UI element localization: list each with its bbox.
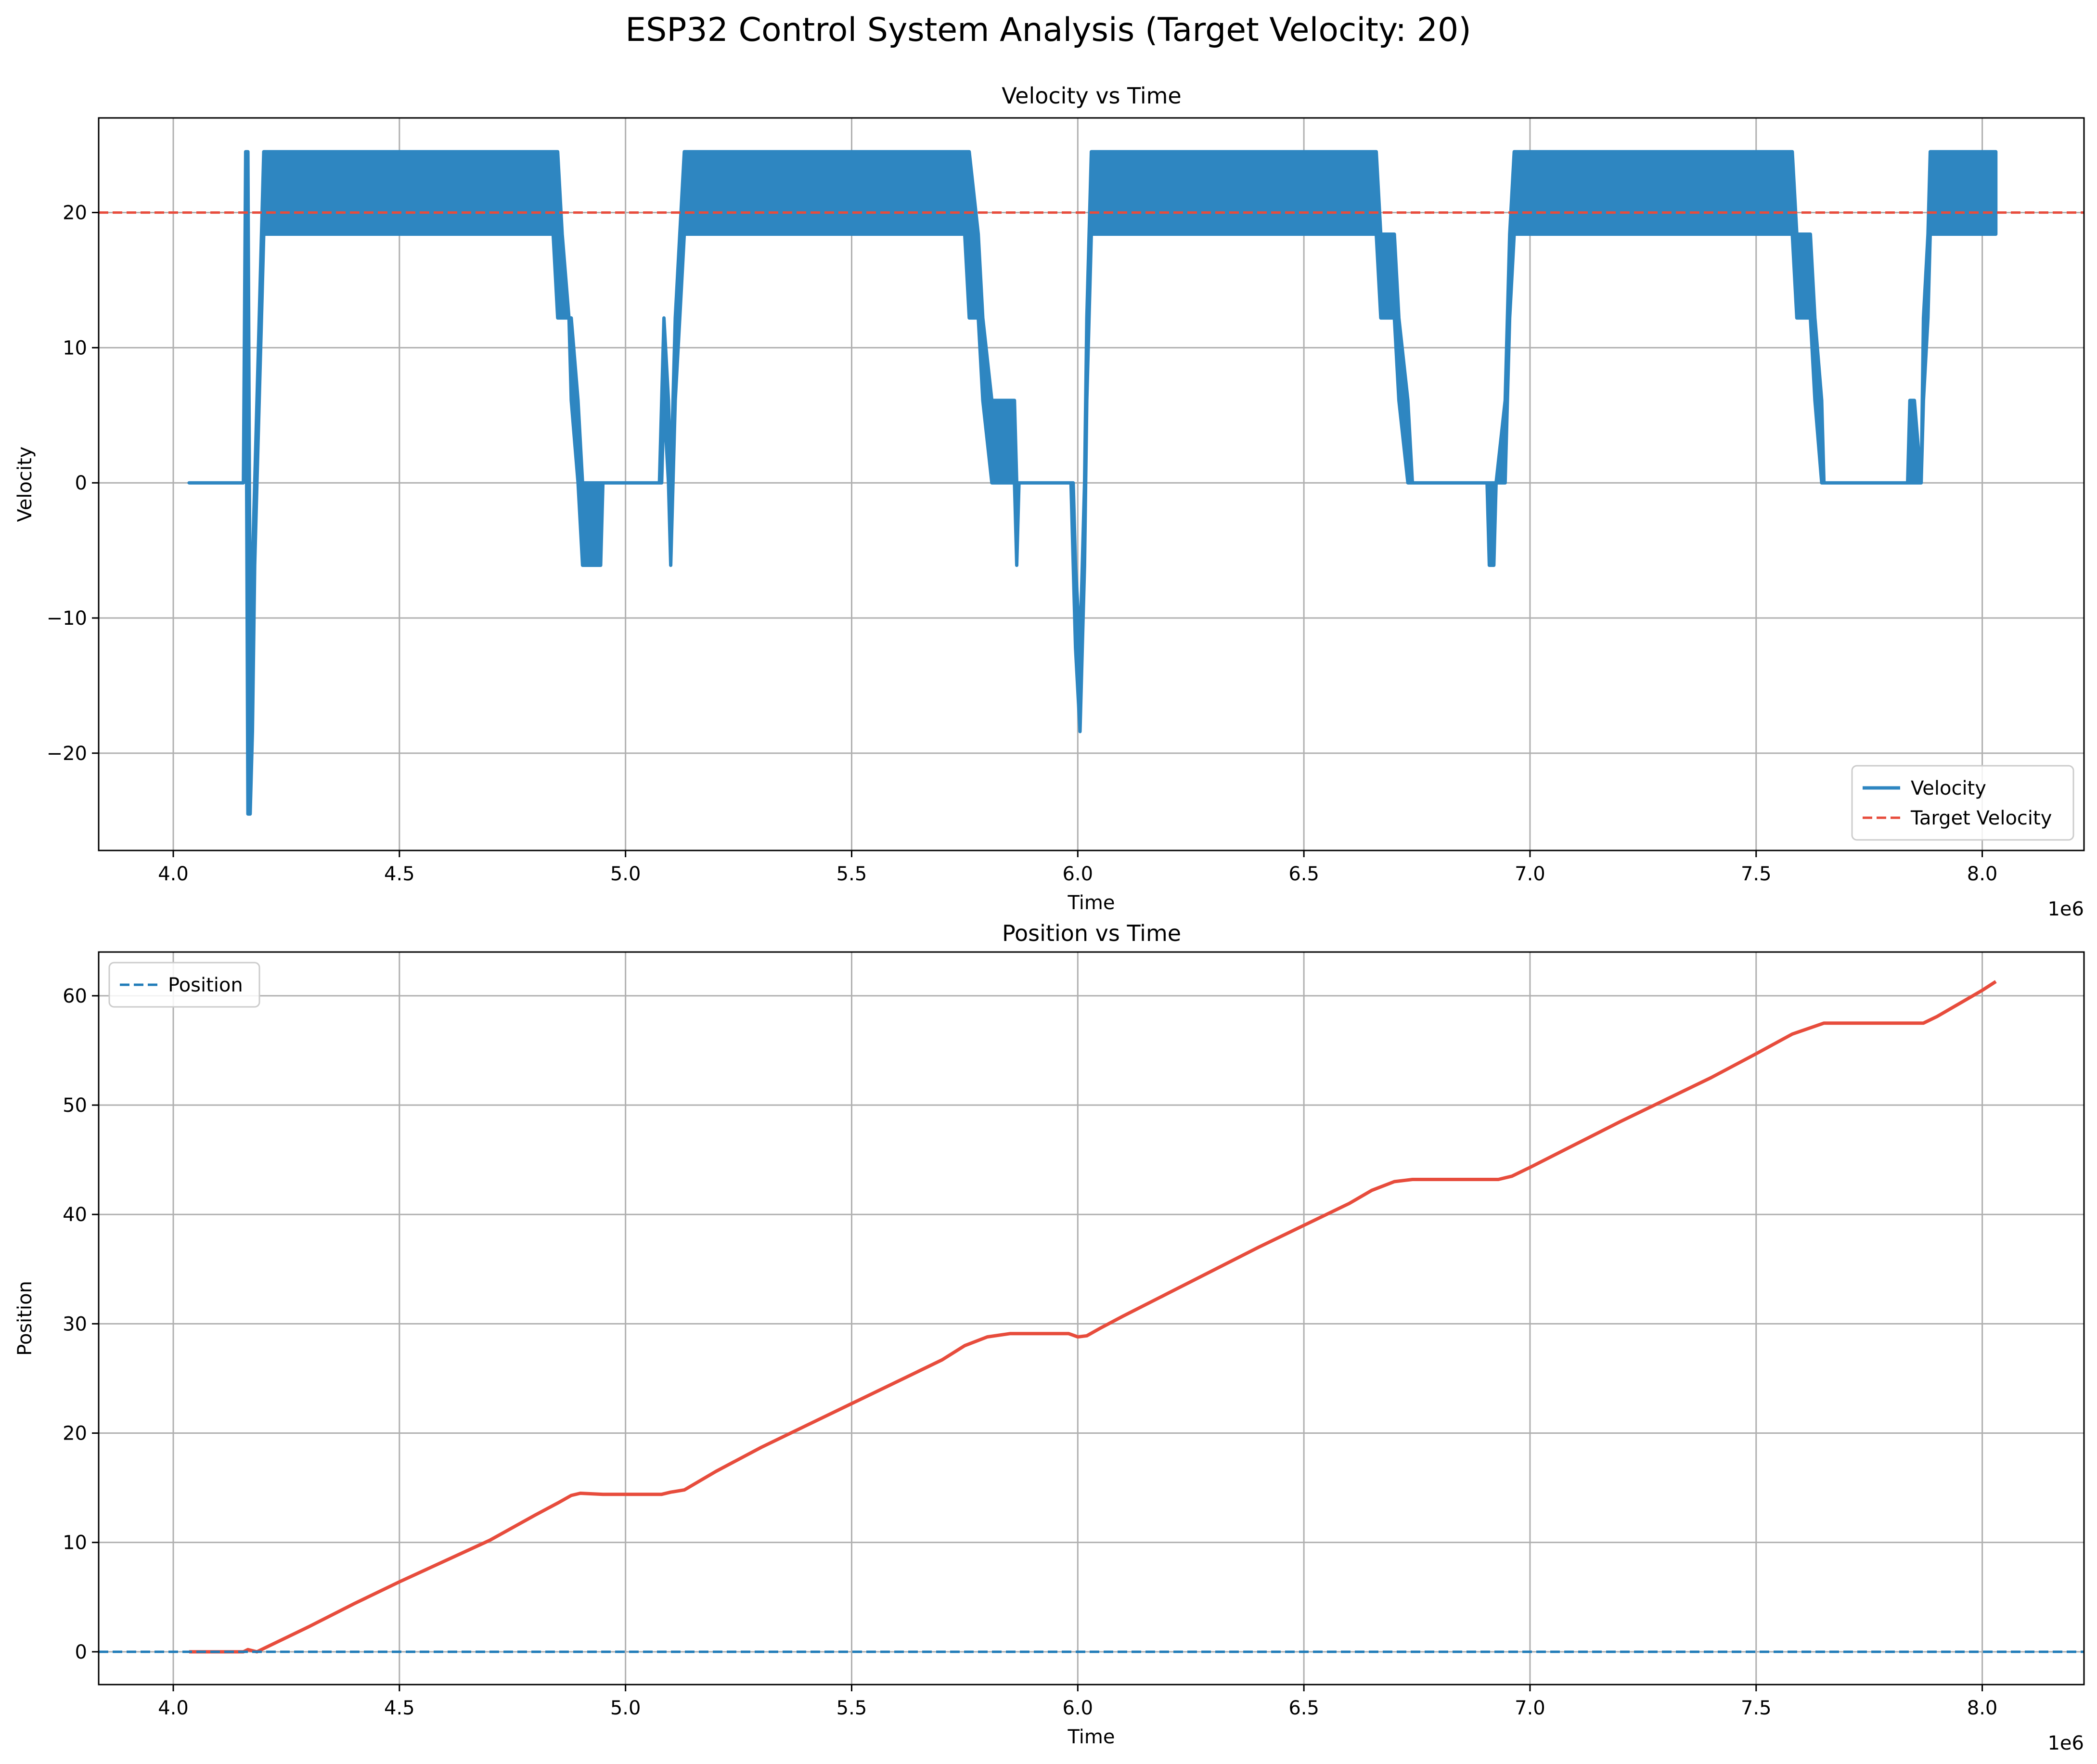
position-y-tick-label: 40 — [63, 1204, 87, 1226]
position-series-line — [189, 980, 1997, 1654]
position-y-tick-label: 20 — [63, 1423, 87, 1445]
velocity-x-tick-label: 4.5 — [384, 863, 415, 885]
position-x-tick-label: 4.0 — [158, 1697, 189, 1719]
velocity-x-tick-label: 8.0 — [1967, 863, 1998, 885]
position-axes-frame — [98, 951, 2085, 1686]
velocity-legend-label-target-velocity: Target Velocity — [1910, 807, 2052, 829]
figure-suptitle: ESP32 Control System Analysis (Target Ve… — [625, 11, 1471, 49]
velocity-legend: Velocity Target Velocity — [1851, 765, 2074, 841]
position-y-tick-label: 10 — [63, 1532, 87, 1554]
position-x-axis-label: Time — [1068, 1726, 1115, 1748]
velocity-legend-box — [1851, 765, 2074, 841]
velocity-y-tick-label: −10 — [47, 607, 87, 630]
position-x-tick-label: 5.0 — [610, 1697, 641, 1719]
position-x-tick-label: 5.5 — [836, 1697, 867, 1719]
position-x-tick-label: 7.5 — [1741, 1697, 1772, 1719]
position-y-tick-label: 0 — [75, 1641, 87, 1663]
velocity-plot-area — [99, 150, 2084, 816]
position-x-tick-label: 6.5 — [1288, 1697, 1319, 1719]
position-x-ticks: 4.0 4.5 5.0 5.5 6.0 6.5 7.0 7.5 8.0 — [158, 1685, 1997, 1719]
position-x-tick-label: 6.0 — [1062, 1697, 1093, 1719]
velocity-x-tick-label: 6.5 — [1288, 863, 1319, 885]
velocity-legend-label-velocity: Velocity — [1911, 777, 1986, 799]
velocity-y-axis-label: Velocity — [14, 447, 36, 522]
position-y-axis-label: Position — [14, 1281, 36, 1356]
position-chart-title: Position vs Time — [1002, 920, 1181, 946]
position-axes: Position vs Time 4.0 4.5 5.0 5.5 6.0 6.5 7.0 7.… — [14, 920, 2085, 1754]
velocity-y-tick-label: 10 — [63, 337, 87, 359]
velocity-x-axis-label: Time — [1068, 892, 1115, 914]
position-legend-box — [108, 962, 260, 1008]
position-x-tick-label: 7.0 — [1515, 1697, 1545, 1719]
position-y-tick-label: 50 — [63, 1094, 87, 1117]
velocity-x-tick-label: 7.0 — [1515, 863, 1545, 885]
velocity-x-offset-label: 1e6 — [2047, 898, 2084, 920]
velocity-axes-frame — [98, 117, 2085, 851]
position-y-tick-label: 60 — [63, 985, 87, 1007]
position-x-tick-label: 4.5 — [384, 1697, 415, 1719]
position-y-ticks: 0 10 20 30 40 50 60 — [63, 985, 99, 1663]
position-x-offset-label: 1e6 — [2047, 1732, 2084, 1754]
velocity-x-ticks: 4.0 4.5 5.0 5.5 6.0 6.5 7.0 7.5 8.0 — [158, 850, 1997, 885]
velocity-y-ticks: −20 −10 0 10 20 — [47, 202, 99, 765]
velocity-x-tick-label: 5.5 — [836, 863, 867, 885]
velocity-y-tick-label: 0 — [75, 472, 87, 494]
position-x-tick-label: 8.0 — [1967, 1697, 1998, 1719]
velocity-y-tick-label: −20 — [47, 743, 87, 765]
velocity-x-tick-label: 7.5 — [1741, 863, 1772, 885]
position-plot-area — [99, 980, 2084, 1654]
velocity-chart-title: Velocity vs Time — [1002, 83, 1181, 109]
velocity-velocity-band — [187, 150, 1998, 816]
velocity-y-tick-label: 20 — [63, 202, 87, 224]
velocity-x-tick-label: 5.0 — [610, 863, 641, 885]
position-legend-label-position: Position — [168, 974, 243, 996]
velocity-x-tick-label: 6.0 — [1062, 863, 1093, 885]
position-y-tick-label: 30 — [63, 1313, 87, 1335]
position-legend: Position — [108, 962, 260, 1008]
velocity-axes: Velocity vs Time 4.0 4.5 5.0 5.5 6.0 6.5 7.0 7.… — [14, 83, 2085, 920]
velocity-x-tick-label: 4.0 — [158, 863, 189, 885]
